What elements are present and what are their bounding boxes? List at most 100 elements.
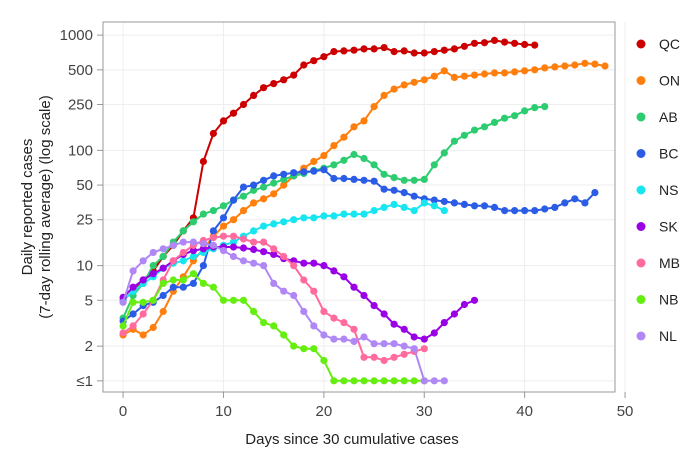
data-point-nb bbox=[229, 296, 238, 304]
data-point-sk bbox=[189, 247, 197, 255]
data-point-sk bbox=[470, 296, 479, 304]
data-point-sk bbox=[400, 325, 408, 333]
data-point-qc bbox=[229, 109, 238, 117]
data-point-ns bbox=[340, 210, 348, 218]
data-point-sk bbox=[360, 291, 368, 300]
data-point-mb bbox=[270, 245, 278, 253]
data-point-mb bbox=[209, 234, 217, 242]
data-point-nb bbox=[169, 276, 177, 284]
data-point-nb bbox=[149, 296, 157, 304]
data-point-on bbox=[310, 157, 318, 166]
data-point-nb bbox=[340, 377, 348, 385]
data-point-nl bbox=[410, 345, 418, 353]
legend-label-ns: NS bbox=[659, 182, 678, 198]
data-point-on bbox=[531, 66, 539, 74]
data-point-bc bbox=[229, 196, 238, 204]
y-tick-label: 250 bbox=[68, 97, 93, 114]
data-point-qc bbox=[370, 45, 378, 53]
data-point-ns bbox=[380, 203, 388, 211]
data-point-nl bbox=[149, 248, 157, 257]
data-point-mb bbox=[169, 257, 177, 265]
data-point-on bbox=[239, 207, 248, 215]
data-point-bc bbox=[531, 207, 539, 215]
data-point-mb bbox=[310, 287, 318, 295]
data-point-on bbox=[159, 307, 167, 316]
data-point-ns bbox=[280, 218, 288, 226]
data-point-qc bbox=[350, 46, 358, 54]
data-point-ns bbox=[410, 207, 418, 215]
data-point-on bbox=[521, 67, 529, 75]
data-point-ab bbox=[460, 131, 468, 139]
data-point-on bbox=[480, 70, 489, 78]
data-point-sk bbox=[320, 262, 328, 270]
legend-label-nl: NL bbox=[659, 328, 677, 344]
data-point-mb bbox=[360, 353, 368, 361]
data-point-mb bbox=[239, 235, 248, 243]
y-axis-title-line1: Daily reported cases bbox=[19, 139, 36, 276]
data-point-nb bbox=[239, 296, 248, 304]
legend-item-nb: NB bbox=[636, 292, 678, 308]
legend-item-sk: SK bbox=[636, 219, 678, 235]
x-tick-label: 50 bbox=[617, 403, 634, 420]
plot-background bbox=[103, 22, 615, 392]
data-point-qc bbox=[521, 40, 529, 49]
data-point-on bbox=[330, 142, 338, 150]
data-point-qc bbox=[250, 91, 258, 99]
data-point-nb bbox=[410, 377, 418, 385]
x-tick-label: 10 bbox=[215, 403, 232, 420]
data-point-bc bbox=[581, 199, 589, 207]
series-ab bbox=[119, 103, 549, 322]
data-point-ab bbox=[420, 175, 428, 183]
data-point-ns bbox=[420, 199, 428, 207]
data-point-nl bbox=[420, 377, 428, 385]
data-point-bc bbox=[239, 183, 248, 191]
data-point-bc bbox=[330, 174, 338, 183]
x-tick-label: 0 bbox=[119, 403, 127, 420]
data-point-mb bbox=[139, 310, 147, 318]
data-point-nl bbox=[380, 340, 388, 348]
legend-item-bc: BC bbox=[636, 146, 678, 162]
data-point-qc bbox=[480, 39, 489, 47]
data-point-ab bbox=[360, 154, 368, 163]
data-point-bc bbox=[430, 196, 438, 204]
data-point-qc bbox=[430, 48, 438, 56]
data-point-ns bbox=[260, 222, 268, 230]
data-point-on bbox=[440, 67, 448, 75]
data-point-qc bbox=[490, 36, 499, 45]
x-tick-label: 40 bbox=[516, 403, 533, 420]
data-point-mb bbox=[119, 329, 127, 337]
data-point-bc bbox=[510, 207, 519, 215]
data-point-on bbox=[551, 63, 559, 71]
data-point-nb bbox=[370, 377, 378, 385]
data-point-mb bbox=[400, 350, 408, 358]
data-point-mb bbox=[350, 325, 358, 333]
data-point-sk bbox=[350, 283, 358, 291]
data-point-on bbox=[360, 117, 368, 125]
data-point-qc bbox=[410, 49, 418, 57]
data-point-qc bbox=[219, 117, 228, 125]
y-axis-title-line2: (7-day rolling average) (log scale) bbox=[37, 95, 54, 318]
series-nl bbox=[119, 238, 448, 385]
data-point-sk bbox=[129, 283, 137, 291]
data-point-mb bbox=[219, 232, 228, 240]
data-point-nl bbox=[239, 257, 248, 265]
data-point-on bbox=[510, 68, 519, 76]
data-point-nl bbox=[219, 247, 228, 255]
data-point-nl bbox=[129, 267, 137, 275]
data-point-nb bbox=[290, 342, 298, 350]
data-point-nl bbox=[390, 340, 398, 348]
data-point-mb bbox=[340, 319, 348, 327]
data-point-nb bbox=[330, 377, 338, 385]
data-point-sk bbox=[410, 333, 418, 341]
data-point-on bbox=[601, 62, 609, 70]
y-tick-label: 5 bbox=[85, 292, 93, 309]
y-tick-label: 10 bbox=[76, 258, 93, 275]
data-point-nb bbox=[139, 298, 147, 306]
data-point-nl bbox=[229, 252, 238, 261]
data-point-bc bbox=[470, 202, 479, 210]
data-point-on bbox=[139, 331, 147, 339]
data-point-sk bbox=[149, 270, 157, 278]
legend-item-on: ON bbox=[636, 73, 680, 89]
data-point-nl bbox=[260, 262, 268, 270]
data-point-ab bbox=[250, 186, 258, 194]
